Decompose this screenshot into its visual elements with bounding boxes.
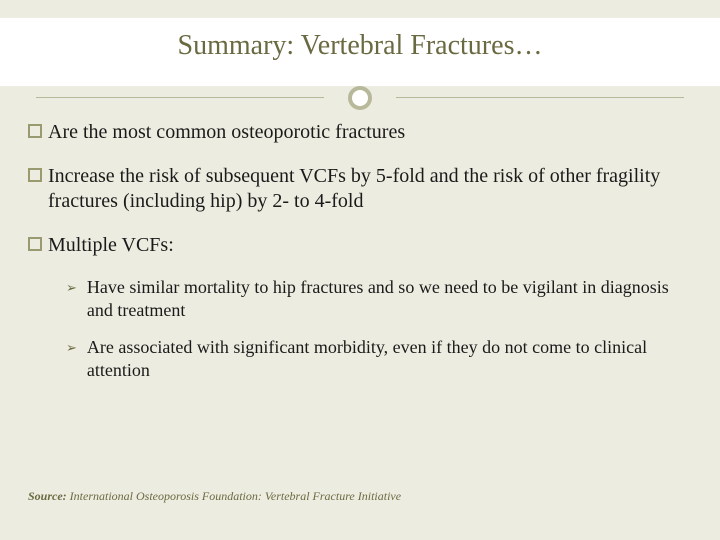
square-bullet-icon (28, 124, 42, 138)
source-citation: Source: International Osteoporosis Found… (28, 489, 401, 504)
sub-bullet-text: Are associated with significant morbidit… (87, 336, 692, 382)
content-area: Are the most common osteoporotic fractur… (0, 86, 720, 383)
slide-title: Summary: Vertebral Fractures… (0, 30, 720, 62)
divider-line-right (396, 97, 684, 98)
sub-bullet-list: ➢ Have similar mortality to hip fracture… (66, 276, 692, 382)
bullet-text: Increase the risk of subsequent VCFs by … (48, 164, 692, 215)
chevron-icon: ➢ (66, 340, 77, 357)
source-label: Source: (28, 489, 67, 503)
slide: Summary: Vertebral Fractures… Are the mo… (0, 0, 720, 540)
sub-bullet-item: ➢ Are associated with significant morbid… (66, 336, 692, 382)
divider-line-left (36, 97, 324, 98)
bullet-text: Multiple VCFs: (48, 233, 692, 259)
bullet-text: Are the most common osteoporotic fractur… (48, 120, 692, 146)
title-area: Summary: Vertebral Fractures… (0, 18, 720, 86)
square-bullet-icon (28, 168, 42, 182)
sub-bullet-item: ➢ Have similar mortality to hip fracture… (66, 276, 692, 322)
bullet-item: Increase the risk of subsequent VCFs by … (28, 164, 692, 215)
chevron-icon: ➢ (66, 280, 77, 297)
bullet-item: Multiple VCFs: (28, 233, 692, 259)
bullet-item: Are the most common osteoporotic fractur… (28, 120, 692, 146)
source-text: International Osteoporosis Foundation: V… (70, 489, 401, 503)
title-divider (0, 97, 720, 98)
square-bullet-icon (28, 237, 42, 251)
divider-circle-icon (348, 86, 372, 110)
sub-bullet-text: Have similar mortality to hip fractures … (87, 276, 692, 322)
